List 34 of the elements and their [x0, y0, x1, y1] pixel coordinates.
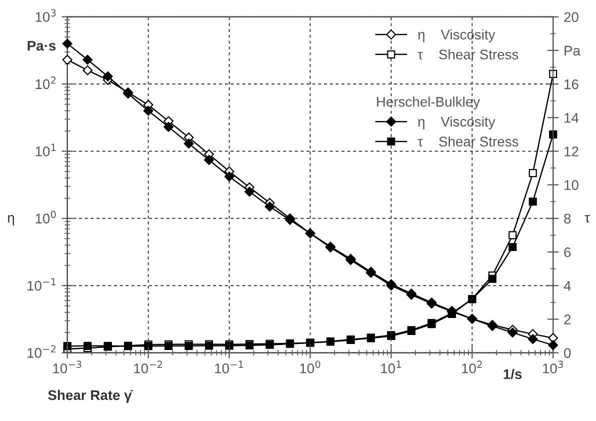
y2-tick-label: 6: [564, 247, 571, 258]
y2-tick-label: 16: [564, 79, 578, 90]
y-tick-label: 10$^{0}$: [36, 210, 56, 224]
legend-label: τ Shear Stress: [418, 136, 518, 147]
y2-tick-label: 2: [564, 314, 571, 324]
x-tick-label: 10$^{2}$: [462, 360, 482, 374]
legend-title: Herschel-Bulkley: [377, 96, 480, 110]
y-tick-label: 10$^{2}$: [36, 76, 56, 90]
y-tick-label: 10$^{−2}$: [28, 345, 56, 358]
y2-tick-label: 10: [564, 180, 578, 190]
legend-label: τ Shear Stress: [418, 49, 518, 60]
y-tick-label: 10$^{−1}$: [28, 278, 56, 291]
x-tick-label: 10$^{0}$: [300, 360, 320, 374]
y2-tick-label: 12: [564, 146, 578, 156]
y2-tick-label: 0: [564, 348, 571, 358]
legend-label: η Viscosity: [418, 29, 496, 42]
x-tick-label: 10$^{−1}$: [215, 360, 244, 374]
x-axis-title: Shear Rate γ̇: [48, 390, 133, 403]
x-tick-label: 10$^{−3}$: [53, 360, 82, 374]
y-axis-title: η: [8, 215, 14, 226]
y2-tick-label: 8: [564, 214, 571, 224]
x-tick-label: 10$^{1}$: [381, 360, 401, 374]
y-tick-label: 10$^{3}$: [36, 9, 56, 22]
legend-label: η Viscosity: [418, 116, 496, 130]
y2-tick-label: 20: [564, 12, 578, 22]
y2-tick-label: 4: [564, 281, 571, 291]
x-tick-label: 10$^{−2}$: [134, 360, 162, 374]
y2-axis-title: τ: [584, 215, 590, 223]
y-tick-label: 10$^{1}$: [36, 144, 56, 156]
text: Pa·s: [28, 40, 56, 51]
y2-tick-label: 14: [564, 113, 579, 123]
x-tick-label: 10$^{3}$: [543, 360, 563, 374]
text: 1/s: [504, 368, 522, 380]
y2-tick-label: Pa: [564, 46, 580, 56]
